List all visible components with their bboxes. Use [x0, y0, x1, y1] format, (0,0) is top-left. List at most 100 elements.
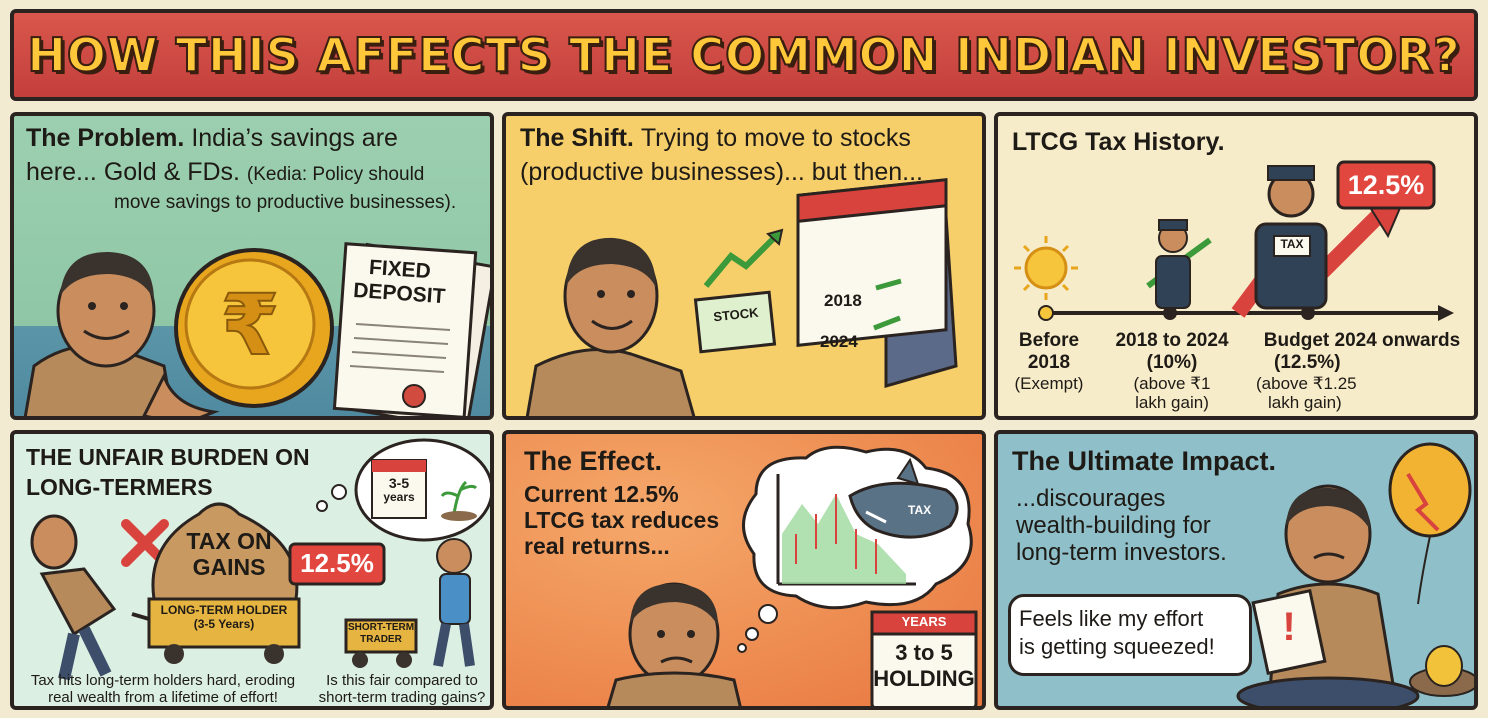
- m2-line-1: 2018 to 2024: [1115, 330, 1229, 351]
- caption-right-1: Is this fair compared to: [326, 672, 478, 689]
- panel-the-effect: The Effect. Current 12.5% LTCG tax reduc…: [502, 430, 986, 710]
- milestone-budget-2024: Budget 2024 onwards (12.5%) (above ₹1.25…: [1246, 330, 1474, 413]
- trader-line-2: TRADER: [360, 633, 402, 645]
- m3-line-2: (12.5%): [1274, 351, 1341, 373]
- caption-right: Is this fair compared to short-term trad…: [314, 672, 490, 707]
- problem-text-b: here... Gold & FDs.: [26, 158, 240, 186]
- impact-text-a: ...discourages: [1016, 485, 1166, 512]
- investor-figure: [525, 237, 696, 416]
- tired-investor: [30, 514, 117, 681]
- panel-shift-illustration: [525, 178, 958, 416]
- calendar: [796, 178, 958, 388]
- speech-text: Feels like my effort is getting squeezed…: [1019, 605, 1243, 660]
- panel-unfair-burden: THE UNFAIR BURDEN ON LONG-TERMERS 3-5 ye…: [10, 430, 494, 710]
- letter-paper: [1251, 588, 1327, 676]
- calendar-years: years: [383, 489, 415, 504]
- calendar-years-label: YEARS: [901, 614, 947, 629]
- rate-badge: 12.5%: [1347, 170, 1425, 200]
- rate-badge-box: [1336, 160, 1436, 210]
- banner-title: HOW THIS AFFECTS THE COMMON INDIAN INVES…: [26, 27, 1461, 83]
- officer-small: [1155, 219, 1191, 309]
- caption-left-2: real wealth from a lifetime of effort!: [48, 689, 278, 707]
- trader-label: SHORT-TERM TRADER: [346, 622, 416, 645]
- m3-line-1: Budget 2024 onwards: [1263, 330, 1461, 351]
- sun-icon: [1014, 236, 1078, 300]
- m2-line-4: lakh gain): [1135, 393, 1209, 413]
- panel-ultimate-impact: The Ultimate Impact. ...discourages weal…: [994, 430, 1478, 710]
- calendar-3-5: 3-5: [388, 475, 410, 491]
- impact-text-b: wealth-building for: [1016, 511, 1211, 539]
- cart-line-2: (3-5 Years): [193, 616, 255, 631]
- m1-line-2: 2018: [1027, 351, 1071, 373]
- tax-sign: TAX: [1280, 237, 1304, 251]
- problem-note-b: move savings to productive businesses).: [114, 192, 457, 213]
- holding-label: 3 to 5 HOLDING: [872, 640, 976, 693]
- trader-figure: [344, 538, 475, 668]
- impact-text-c: long-term investors.: [1016, 538, 1227, 566]
- caption-right-2: short-term trading gains?: [318, 689, 486, 707]
- shift-heading: The Shift.: [520, 124, 634, 152]
- deflating-balloon: [1388, 442, 1472, 605]
- speech-line-1: Feels like my effort: [1019, 606, 1204, 631]
- ltcg-timeline: [1014, 160, 1454, 321]
- trader-line-1: SHORT-TERM: [347, 622, 415, 633]
- problem-text-a: India’s savings are: [191, 124, 398, 152]
- calendar-label: 3-5 years: [372, 476, 426, 503]
- bag-line-2: GAINS: [192, 554, 266, 581]
- speech-bubble: Feels like my effort is getting squeezed…: [1008, 594, 1252, 676]
- fd-label: FIXED DEPOSIT: [352, 255, 447, 309]
- problem-note-a: (Kedia: Policy should: [246, 164, 425, 185]
- rupee-symbol: ₹: [221, 276, 279, 374]
- holding-line-2: HOLDING: [873, 666, 975, 692]
- m3-line-4: lakh gain): [1268, 393, 1342, 413]
- impact-text: ...discourages wealth-building for long-…: [1016, 485, 1227, 567]
- title-banner: HOW THIS AFFECTS THE COMMON INDIAN INVES…: [10, 9, 1478, 101]
- burden-heading-a: THE UNFAIR BURDEN ON: [26, 444, 310, 470]
- burden-heading-b: LONG-TERMERS: [26, 474, 213, 500]
- paper-exclamation: !: [1282, 605, 1296, 649]
- shark-icon: [848, 457, 959, 539]
- thought-cloud: [737, 445, 973, 653]
- impact-heading: The Ultimate Impact.: [1012, 446, 1277, 476]
- thought-bubble: [316, 438, 490, 542]
- cart-label: LONG-TERM HOLDER (3-5 Years): [149, 603, 299, 632]
- effect-text-a: Current 12.5%: [524, 481, 679, 507]
- golden-egg-nest: [1409, 645, 1474, 697]
- problem-heading: The Problem.: [26, 124, 185, 152]
- shark-label: TAX: [908, 503, 932, 517]
- milestone-2018-2024: 2018 to 2024 (10%) (above ₹1 lakh gain): [1102, 330, 1242, 413]
- panel-effect-illustration: [606, 445, 978, 706]
- panel-the-shift: The Shift. Trying to move to stocks (pro…: [502, 112, 986, 420]
- effect-text: Current 12.5% LTCG tax reduces real retu…: [524, 481, 720, 559]
- speech-line-2: is getting squeezed!: [1019, 633, 1215, 659]
- shift-text-a: Trying to move to stocks: [640, 124, 911, 152]
- year-2018: 2018: [824, 291, 862, 310]
- cart-line-1: LONG-TERM HOLDER: [160, 603, 288, 617]
- caption-left: Tax hits long-term holders hard, eroding…: [18, 672, 308, 707]
- sad-investor: [1236, 484, 1420, 706]
- worried-investor: [606, 582, 742, 706]
- gold-coin: ₹: [142, 248, 334, 416]
- stock-certificate: [693, 228, 784, 354]
- bag-line-1: TAX ON: [186, 528, 272, 554]
- m3-line-3: (above ₹1.25: [1256, 373, 1357, 393]
- year-2024: 2024: [820, 332, 858, 351]
- fixed-deposit-document: [332, 242, 490, 416]
- m2-line-2: (10%): [1146, 351, 1198, 373]
- shift-text-b: (productive businesses)... but then...: [520, 158, 923, 186]
- m1-line-3: (Exempt): [1014, 373, 1084, 393]
- investor-figure: [23, 251, 175, 416]
- panel-impact-illustration: [1236, 442, 1474, 706]
- officer-large: [1254, 165, 1328, 310]
- m2-line-3: (above ₹1: [1133, 373, 1211, 393]
- rate-badge-box: [288, 542, 386, 586]
- burden-rate-badge: 12.5%: [300, 548, 374, 578]
- caption-left-1: Tax hits long-term holders hard, eroding: [30, 672, 296, 689]
- panel-problem-illustration: ₹: [23, 242, 490, 416]
- ltcg-heading: LTCG Tax History.: [1012, 128, 1225, 156]
- panel-the-problem: ₹ The Problem. India’s savings are here.…: [10, 112, 494, 420]
- effect-text-b: LTCG tax reduces: [524, 506, 720, 533]
- holding-line-1: 3 to 5: [895, 640, 953, 665]
- holding-calendar: [870, 610, 978, 706]
